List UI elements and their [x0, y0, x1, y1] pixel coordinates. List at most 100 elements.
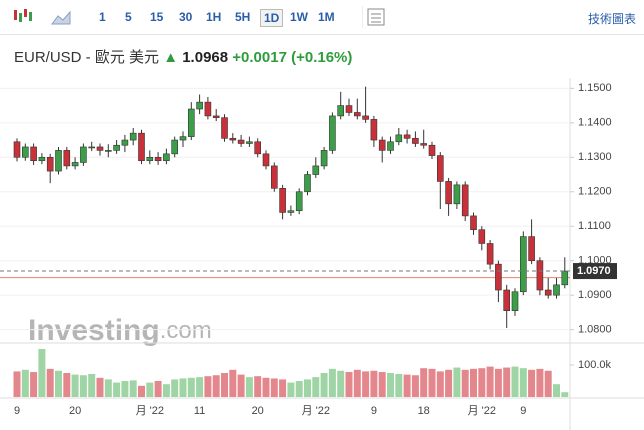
volume-bar — [13, 371, 21, 397]
volume-bar — [486, 366, 494, 397]
candle-body — [461, 184, 469, 217]
volume-bar — [494, 368, 502, 397]
candle-body — [370, 119, 378, 141]
candle-body — [63, 150, 71, 167]
candle-body — [536, 260, 544, 291]
volume-bar — [38, 349, 46, 397]
volume-bar — [79, 375, 87, 397]
watermark-main: Investing — [28, 314, 160, 347]
volume-bar — [71, 374, 79, 397]
x-tick-label: 月 '22 — [468, 405, 496, 417]
volume-bar — [88, 373, 96, 397]
watermark-suffix: .com — [160, 317, 212, 344]
interval-button[interactable]: 5H — [235, 10, 251, 24]
candle-body — [304, 174, 311, 193]
toolbar: 1 5 15 30 1H 5H 1D 1W 1M 技術圖表 — [0, 0, 644, 35]
volume-bar — [262, 377, 270, 397]
volume-bar — [544, 370, 552, 397]
interval-button[interactable]: 1 — [99, 10, 106, 24]
price: 1.0968 — [182, 49, 229, 66]
quote-header: EUR/USD - 歐元 美元 ▲ 1.0968 +0.0017 (+0.16%… — [14, 46, 352, 67]
candle-body — [46, 156, 54, 172]
candle-body — [511, 291, 519, 311]
candle-body — [320, 150, 328, 167]
interval-button[interactable]: 30 — [179, 10, 193, 24]
interval-button[interactable]: 15 — [150, 10, 164, 24]
candle-body — [528, 236, 535, 262]
candle-body — [179, 136, 187, 141]
candle-body — [553, 284, 560, 296]
volume-bar — [403, 374, 411, 397]
volume-bar — [420, 368, 428, 397]
interval-button[interactable]: 1D — [260, 9, 284, 27]
volume-bar — [561, 392, 569, 397]
volume-bar — [270, 378, 278, 397]
candle-body — [80, 146, 87, 163]
candle-body — [412, 138, 419, 144]
candle-body — [88, 146, 95, 149]
volume-bar — [113, 382, 121, 397]
candle-body — [503, 289, 511, 311]
candle-body — [495, 263, 502, 291]
volume-bar — [187, 377, 195, 397]
volume-bar — [295, 381, 303, 397]
volume-bar — [179, 378, 187, 397]
candle-body — [436, 155, 444, 182]
volume-bar — [428, 368, 436, 397]
interval-button[interactable]: 5 — [125, 10, 132, 24]
candle-body — [403, 134, 411, 139]
candle-body — [171, 139, 178, 155]
vol-tick-label: 100.0k — [578, 359, 612, 371]
volume-bar — [55, 370, 62, 397]
candle-body — [21, 146, 29, 158]
candle-body — [345, 105, 353, 113]
y-tick-label: 1.1400 — [578, 117, 612, 129]
candle-body — [470, 215, 477, 230]
volume-bar — [138, 385, 145, 397]
volume-bar — [287, 382, 295, 397]
volume-bar — [146, 382, 154, 397]
candle-body — [486, 243, 494, 265]
candle-body — [38, 156, 46, 162]
volume-bar — [63, 373, 71, 397]
volume-bar — [395, 373, 403, 397]
candle-body — [445, 181, 452, 205]
volume-bar — [196, 377, 204, 397]
volume-bar — [461, 369, 469, 397]
interval-button[interactable]: 1M — [318, 10, 335, 24]
candle-body — [212, 115, 220, 118]
volume-bar — [237, 374, 245, 397]
volume-bar — [312, 377, 320, 397]
volume-bar — [30, 372, 38, 397]
candle-body — [378, 139, 386, 151]
candle-body — [188, 108, 195, 137]
interval-button[interactable]: 1H — [206, 10, 222, 24]
volume-bar — [245, 377, 253, 397]
x-tick-label: 9 — [520, 405, 526, 417]
volume-bar — [536, 368, 544, 397]
volume-bar — [154, 381, 162, 397]
candle-body — [237, 139, 245, 144]
candle-body — [121, 139, 129, 146]
x-tick-label: 20 — [69, 405, 81, 417]
interval-button[interactable]: 1W — [290, 10, 308, 24]
volume-bar — [370, 370, 378, 397]
volume-bar — [445, 369, 453, 397]
x-tick-label: 9 — [14, 405, 20, 417]
settings-icon[interactable] — [362, 0, 392, 34]
volume-bar — [337, 370, 345, 397]
volume-bar — [511, 366, 519, 397]
x-tick-label: 9 — [371, 405, 377, 417]
technical-chart-link[interactable]: 技術圖表 — [587, 12, 636, 26]
change-pct: (+0.16%) — [291, 49, 353, 66]
volume-bar — [453, 367, 461, 397]
candle-body — [96, 146, 104, 151]
volume-bar — [21, 369, 29, 397]
y-tick-label: 1.0800 — [578, 324, 612, 336]
volume-bar — [345, 372, 353, 397]
volume-bar — [478, 368, 486, 397]
volume-bar — [304, 379, 311, 397]
chart-type-icons[interactable] — [0, 0, 80, 34]
